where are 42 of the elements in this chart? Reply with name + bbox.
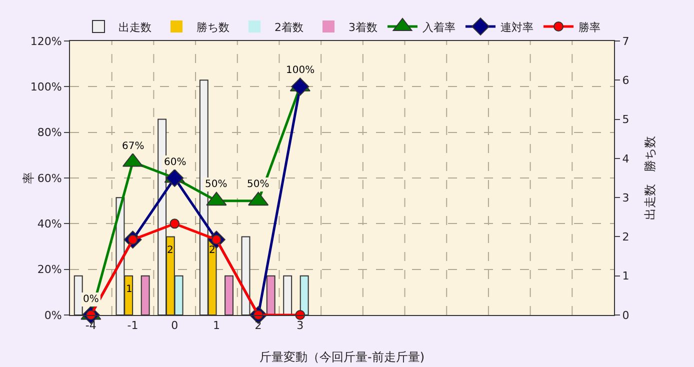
legend-label: 勝ち数	[196, 20, 230, 34]
x-axis-title: 斤量変動（今回斤量-前走斤量)	[259, 350, 425, 364]
data-label: 0%	[83, 294, 99, 305]
legend-label: 勝率	[578, 20, 600, 34]
legend-label: 3着数	[348, 20, 378, 34]
y-tick-label: 80%	[37, 126, 62, 140]
point	[170, 218, 180, 229]
legend-label: 入着率	[422, 20, 456, 34]
legend-label: 連対率	[500, 20, 534, 34]
y-tick-label: 40%	[37, 218, 62, 231]
y-tick-label: 100%	[30, 80, 62, 94]
legend-label: 出走数	[118, 20, 152, 34]
x-tick-label: -1	[127, 319, 138, 332]
data-label: 2	[167, 245, 174, 256]
y-tick-label: 60%	[37, 172, 62, 185]
data-label: 2	[209, 245, 216, 256]
y2-tick-label: 2	[622, 230, 630, 244]
y-tick-label: 120%	[30, 34, 62, 48]
data-label: 60%	[164, 157, 186, 168]
x-tick-label: 0	[171, 319, 178, 332]
x-tick-label: 3	[296, 319, 304, 332]
data-label: 100%	[286, 65, 315, 76]
y2-tick-label: 1	[622, 270, 630, 283]
y2-tick-label: 0	[622, 308, 630, 322]
y2-tick-label: 5	[622, 113, 630, 126]
x-tick-label: -4	[85, 319, 96, 332]
y2-axis-title: 出走数 勝ち数	[643, 136, 657, 220]
data-label: 50%	[205, 179, 228, 190]
y-axis-title: 率	[21, 172, 36, 184]
x-tick-label: 2	[254, 319, 262, 332]
point	[166, 169, 184, 187]
y2-tick-label: 6	[622, 74, 630, 87]
data-label: 50%	[247, 179, 270, 190]
data-label: 1	[126, 284, 132, 295]
y2-tick-label: 7	[622, 34, 630, 48]
legend-label: 2着数	[274, 20, 304, 34]
x-tick-label: 1	[212, 319, 220, 332]
y-tick-label: 20%	[37, 263, 62, 276]
y2-tick-label: 4	[622, 152, 630, 166]
data-label: 67%	[122, 141, 144, 152]
y-tick-label: 0%	[44, 308, 62, 322]
y2-tick-label: 3	[622, 191, 630, 204]
